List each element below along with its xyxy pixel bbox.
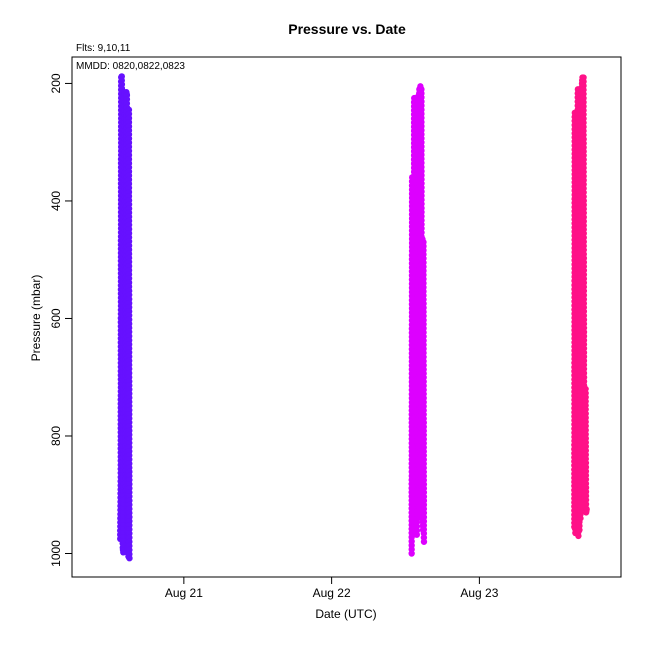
- series-flight-9: [117, 73, 133, 562]
- y-tick-label: 1000: [49, 540, 63, 567]
- axes: Aug 21 Aug 22 Aug 23 200 400 600 800 1000: [49, 73, 499, 600]
- y-tick-label: 200: [49, 73, 63, 93]
- data-point: [126, 555, 133, 562]
- x-axis-label: Date (UTC): [315, 607, 376, 621]
- series-flight-10: [408, 83, 428, 557]
- y-axis-label: Pressure (mbar): [29, 275, 43, 362]
- data-points: [117, 73, 590, 562]
- x-tick-label: Aug 21: [165, 586, 203, 600]
- x-tick-label: Aug 23: [460, 586, 498, 600]
- flights-note: Flts: 9,10,11: [76, 43, 131, 54]
- dates-note: MMDD: 0820,0822,0823: [76, 61, 185, 72]
- x-tick-label: Aug 22: [313, 586, 351, 600]
- data-point: [420, 538, 428, 545]
- data-point: [583, 506, 590, 513]
- y-tick-label: 600: [49, 308, 63, 328]
- series-flight-11: [571, 74, 590, 540]
- y-tick-label: 400: [49, 191, 63, 211]
- y-tick-label: 800: [49, 426, 63, 446]
- plot-frame: [71, 56, 622, 578]
- chart-title: Pressure vs. Date: [288, 21, 406, 37]
